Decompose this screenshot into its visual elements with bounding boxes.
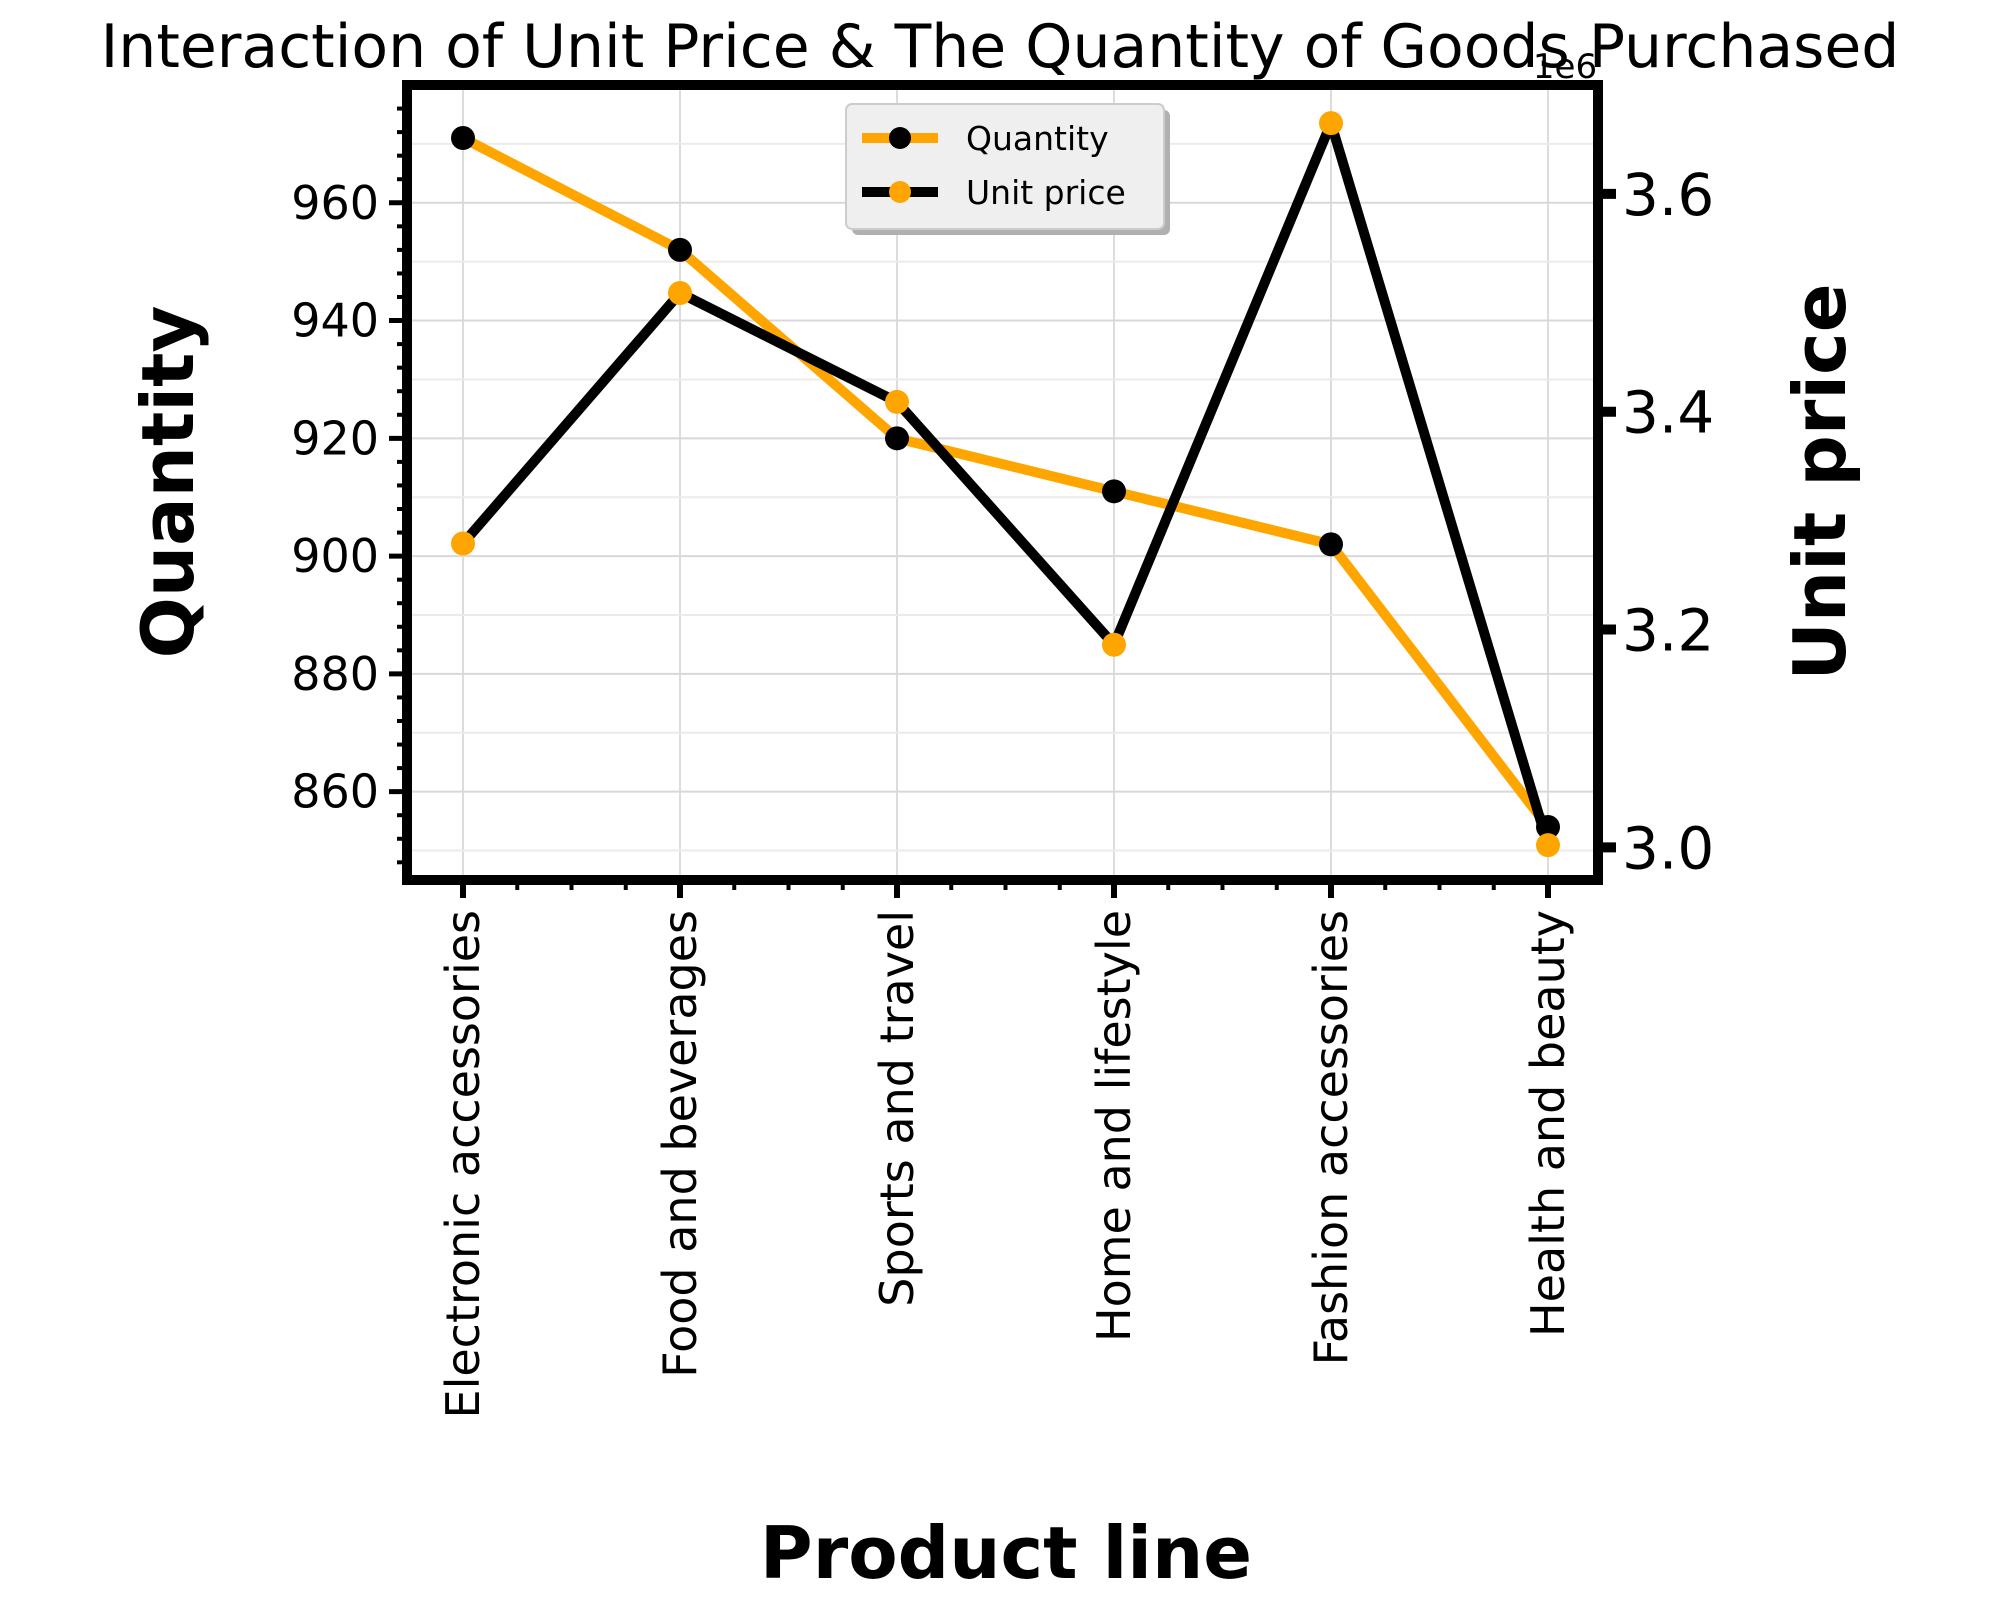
left-tick-label: 940 (291, 294, 379, 348)
series-line-quantity (460, 133, 1552, 831)
left-axis-title: Quantity (126, 306, 210, 659)
x-tick-label: Sports and travel (870, 910, 924, 1307)
left-tick-label: 960 (291, 176, 379, 230)
chart-title: Interaction of Unit Price & The Quantity… (101, 12, 1900, 82)
x-tick-label: Electronic accessories (436, 910, 490, 1418)
plot-frame (402, 80, 1603, 885)
left-tick-label: 880 (291, 647, 379, 701)
unit-price-point (1319, 111, 1343, 136)
unit-price-point (1536, 833, 1560, 858)
x-axis-title: Product line (760, 1511, 1252, 1595)
legend-marker (889, 181, 911, 203)
series-line-unit-price (459, 118, 1553, 847)
unit-price-point (1102, 632, 1126, 657)
quantity-point (1102, 479, 1126, 504)
x-tick-label: Fashion accessories (1304, 910, 1358, 1365)
x-tick-label: Home and lifestyle (1087, 910, 1141, 1342)
x-tick-label: Food and beverages (653, 910, 707, 1378)
legend-label: Unit price (966, 173, 1126, 212)
unit-price-point (885, 389, 909, 414)
right-axis-title: Unit price (1778, 283, 1862, 680)
legend-marker (889, 127, 911, 149)
quantity-point (1536, 815, 1560, 839)
right-tick-label: 3.0 (1622, 814, 1714, 882)
legend: Quantity Unit price (845, 103, 1170, 235)
x-tick-label: Health and beauty (1521, 910, 1575, 1337)
left-tick-label: 920 (291, 411, 379, 465)
series-layer (451, 111, 1560, 858)
quantity-point (668, 237, 692, 262)
quantity-point (451, 126, 475, 150)
quantity-point (885, 426, 909, 451)
legend-label: Quantity (966, 119, 1109, 158)
right-axis-offset-label: 1e6 (1533, 47, 1597, 87)
unit-price-point (668, 281, 692, 306)
right-tick-label: 3.2 (1622, 597, 1714, 665)
left-tick-label: 860 (291, 765, 379, 819)
quantity-point (1319, 532, 1343, 557)
left-tick-label: 900 (291, 529, 379, 583)
right-tick-label: 3.6 (1622, 161, 1714, 229)
right-tick-label: 3.4 (1622, 379, 1714, 447)
unit-price-point (451, 531, 475, 556)
axes: 860 880 900 920 940 960 3.0 3.2 3.4 3.6 Electronic… (291, 80, 1714, 1418)
